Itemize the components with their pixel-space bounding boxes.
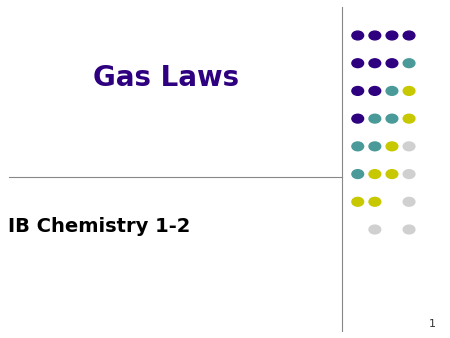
Circle shape xyxy=(386,142,398,151)
Circle shape xyxy=(352,170,364,178)
Circle shape xyxy=(386,87,398,95)
Circle shape xyxy=(386,31,398,40)
Circle shape xyxy=(369,114,381,123)
Circle shape xyxy=(369,197,381,206)
Text: 1: 1 xyxy=(428,319,436,330)
Circle shape xyxy=(403,87,415,95)
Circle shape xyxy=(352,31,364,40)
Circle shape xyxy=(369,31,381,40)
Circle shape xyxy=(386,170,398,178)
Circle shape xyxy=(403,114,415,123)
Text: IB Chemistry 1-2: IB Chemistry 1-2 xyxy=(8,217,190,236)
Circle shape xyxy=(352,114,364,123)
Circle shape xyxy=(403,170,415,178)
Circle shape xyxy=(386,114,398,123)
Text: Gas Laws: Gas Laws xyxy=(94,64,239,92)
Circle shape xyxy=(403,31,415,40)
Circle shape xyxy=(403,197,415,206)
Circle shape xyxy=(403,59,415,68)
Circle shape xyxy=(369,87,381,95)
Circle shape xyxy=(369,59,381,68)
Circle shape xyxy=(403,225,415,234)
Circle shape xyxy=(403,142,415,151)
Circle shape xyxy=(352,59,364,68)
Circle shape xyxy=(386,59,398,68)
Circle shape xyxy=(352,87,364,95)
Circle shape xyxy=(369,142,381,151)
Circle shape xyxy=(352,142,364,151)
Circle shape xyxy=(352,197,364,206)
Circle shape xyxy=(369,170,381,178)
Circle shape xyxy=(369,225,381,234)
